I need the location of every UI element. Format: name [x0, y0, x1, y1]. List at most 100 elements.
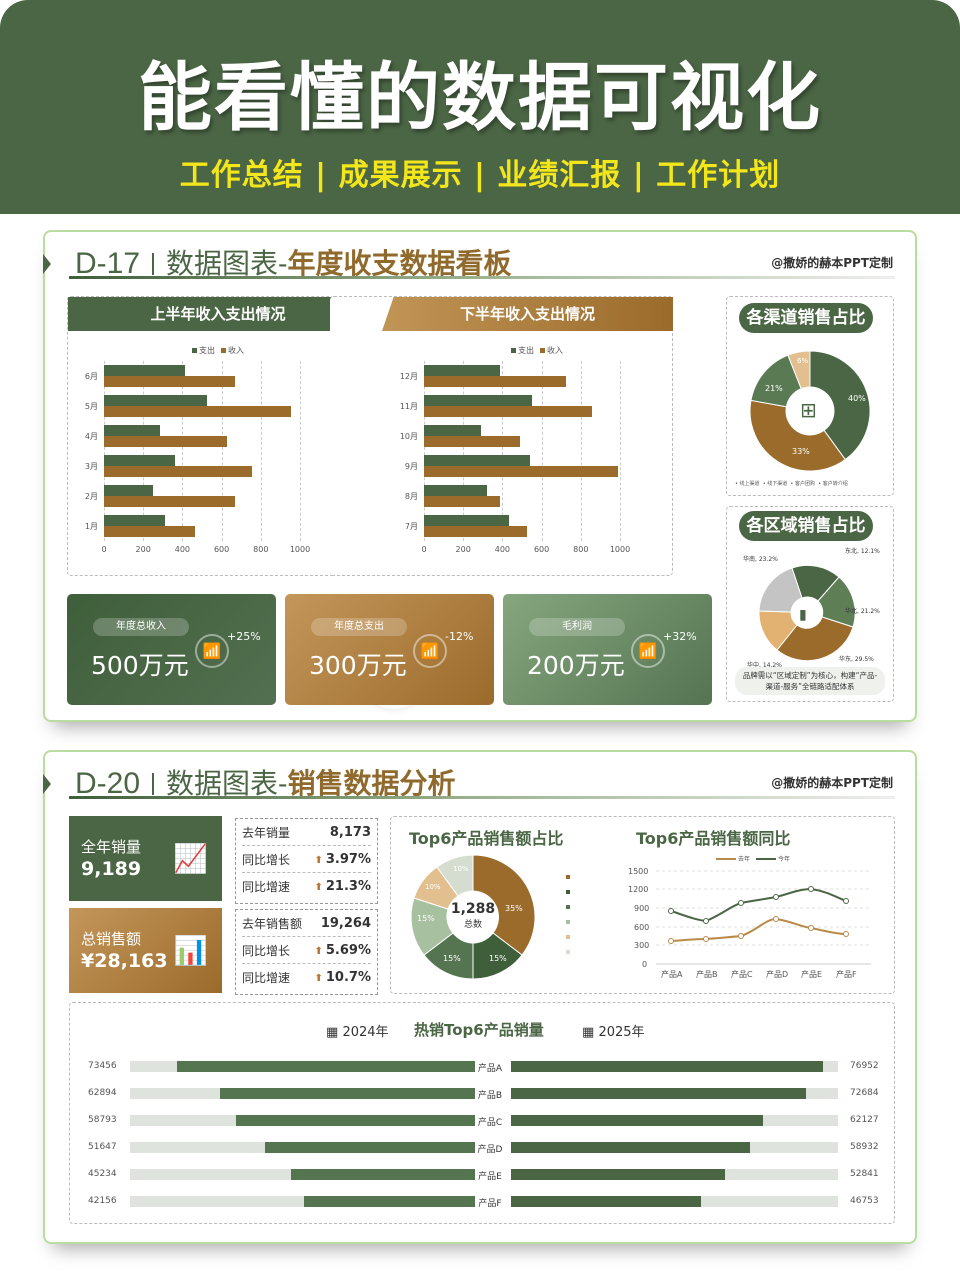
svg-text:今年: 今年 — [778, 855, 790, 863]
bar-2025 — [511, 1196, 701, 1207]
bar-2024 — [291, 1169, 475, 1180]
y-axis-label: 11月 — [399, 402, 418, 411]
top6-charts-box: Top6产品销售额占比 35% 15% 15% 15% 10% 10% 1,28… — [390, 816, 895, 994]
bar-income — [104, 496, 236, 507]
channel-share-chart: 各渠道销售占比 40% 33% 21% 6% ⊞ • 线上渠道 • 线下渠道 •… — [726, 296, 894, 496]
svg-text:600: 600 — [634, 923, 649, 932]
hero-subtitle: 工作总结 | 成果展示 | 业绩汇报 | 工作计划 — [179, 158, 781, 193]
svg-text:10%: 10% — [453, 865, 469, 873]
bar-2025 — [511, 1115, 764, 1126]
svg-text:0: 0 — [642, 960, 647, 969]
bar-expense — [424, 455, 530, 466]
svg-text:产品E: 产品E — [801, 969, 822, 979]
y-axis-label: 1月 — [84, 522, 98, 531]
svg-text:华北, 21.2%: 华北, 21.2% — [845, 607, 880, 615]
butterfly-title: 热销Top6产品销量 — [414, 1021, 544, 1039]
svg-text:产品D: 产品D — [766, 969, 788, 979]
volume-stats-table: 去年销量 8,173 同比增长 ⬆ 3.97% 同比增速 ⬆ 21.3% — [235, 818, 378, 904]
growth-chart-icon: 📶 — [413, 634, 447, 668]
y-axis-label: 2月 — [84, 492, 98, 501]
panel-title: D-20 数据图表-销售数据分析 — [75, 767, 456, 800]
product-label: 产品D — [477, 1145, 503, 1155]
top6-line-chart: 去年 今年 1500 1200 900 600 300 0 产品A 产品B 产品C 产品D 产品E… — [628, 855, 871, 979]
panel-sales-analysis: D-20 数据图表-销售数据分析 @撒娇的赫本PPT定制 全年销量 9,189 📈… — [43, 750, 917, 1244]
bar-income — [104, 526, 196, 537]
top6-donut: 35% 15% 15% 15% 10% 10% — [410, 854, 536, 980]
h2-chart-title: 下半年收入支出情况 — [382, 297, 673, 331]
bar-expense — [104, 515, 165, 526]
credit-text: @撒娇的赫本PPT定制 — [771, 776, 893, 790]
region-chart-title: 各区域销售占比 — [739, 511, 873, 541]
arrow-marker-icon — [43, 774, 51, 794]
year-2025-label: ▦ 2025年 — [582, 1025, 645, 1040]
bar-2025 — [511, 1088, 806, 1099]
chart-legend: 支出 收入 — [186, 345, 244, 356]
product-label: 产品F — [478, 1199, 502, 1209]
up-arrow-icon: ⬆ — [314, 854, 323, 866]
up-arrow-icon: ⬆ — [314, 882, 323, 893]
y-axis-label: 12月 — [399, 372, 418, 381]
product-label: 产品C — [477, 1118, 503, 1128]
svg-text:15%: 15% — [489, 954, 507, 963]
svg-text:40%: 40% — [848, 394, 866, 403]
y-axis-label: 6月 — [84, 372, 98, 381]
org-chart-icon: ⊞ — [800, 398, 817, 422]
bar-2025 — [511, 1169, 726, 1180]
growth-chart-icon: 📶 — [631, 634, 665, 668]
donut-title: Top6产品销售额占比 — [409, 829, 564, 848]
donut-center: 1,288 总数 — [450, 901, 496, 930]
region-note: 品牌需以“区域定制”为核心，构建“产品-渠道-服务”全链路适配体系 — [735, 667, 885, 695]
sales-stats-table: 去年销售额 19,264 同比增长 ⬆ 5.69% 同比增速 ⬆ 10.7% — [235, 909, 378, 995]
bar-income — [104, 466, 252, 477]
svg-text:产品A: 产品A — [661, 969, 683, 979]
y-axis-label: 5月 — [84, 402, 98, 411]
svg-text:15%: 15% — [417, 914, 435, 923]
stat-total-sales: 总销售额 ¥28,163 📊 — [69, 908, 222, 993]
up-arrow-icon: ⬆ — [314, 945, 323, 957]
year-2024-label: ▦ 2024年 — [326, 1025, 389, 1040]
calendar-icon: ▦ — [326, 1025, 339, 1040]
svg-text:华南, 23.2%: 华南, 23.2% — [743, 555, 778, 563]
region-donut: ▮ 东北, 12.1% 华北, 21.2% 华东, 29.5% 华中, 14.2… — [743, 547, 880, 669]
svg-text:21%: 21% — [765, 384, 783, 393]
h1-chart-title: 上半年收入支出情况 — [68, 297, 368, 331]
bar-expense — [424, 395, 532, 406]
y-axis-label: 4月 — [84, 432, 98, 441]
title-underline — [69, 796, 895, 799]
credit-text: @撒娇的赫本PPT定制 — [771, 256, 893, 270]
y-axis-label: 3月 — [84, 462, 98, 471]
h1-plot: 0 200 400 600 800 1000 1月 2月 3月 4月 5月 6月 — [85, 361, 310, 554]
title-underline — [69, 276, 895, 279]
h1-chart: 上半年收入支出情况 支出 收入 0 200 400 600 800 1000 1月 2月 3月 4月… — [67, 296, 368, 576]
svg-text:10%: 10% — [425, 883, 441, 891]
stat-row: 同比增速 ⬆ 10.7% — [242, 970, 371, 985]
panel-annual-dashboard: D-17 数据图表-年度收支数据看板 @撒娇的赫本PPT定制 上半年收入支出情况 … — [43, 230, 917, 722]
bar-income — [424, 406, 592, 417]
svg-text:1500: 1500 — [628, 867, 648, 876]
bar-expense — [424, 515, 510, 526]
bar-income — [424, 496, 501, 507]
region-share-chart: 各区域销售占比 ▮ 东北, 12.1% 华北, 21.2% 华东, 29.5% … — [726, 506, 894, 702]
y-axis-label: 9月 — [404, 462, 418, 471]
y-axis-label: 8月 — [404, 492, 418, 501]
channel-chart-title: 各渠道销售占比 — [739, 303, 873, 333]
hero-title: 能看懂的数据可视化 — [138, 55, 822, 141]
product-label: 产品B — [477, 1091, 503, 1101]
bar-chart-coin-icon: ▮ — [799, 607, 807, 623]
svg-text:华中, 14.2%: 华中, 14.2% — [747, 661, 782, 669]
product-label: 产品E — [478, 1172, 502, 1182]
bar-expense — [104, 455, 175, 466]
h2-chart: 下半年收入支出情况 支出 收入 0 200 400 600 800 1000 7月 8月 9月 10… — [330, 296, 673, 576]
bar-expense — [424, 365, 501, 376]
bar-income — [424, 466, 619, 477]
bar-income — [424, 526, 527, 537]
top6-volume-chart: ▦ 2024年 热销Top6产品销量 ▦ 2025年 73456 76952 产品A… — [69, 1002, 895, 1224]
bar-2024 — [219, 1088, 475, 1099]
stat-row: 同比增速 ⬆ 21.3% — [242, 879, 371, 894]
channel-legend: • 线上渠道 • 线下渠道 • 客户团购 • 客户转介绍 — [735, 481, 848, 487]
bar-expense — [104, 365, 186, 376]
svg-text:产品C: 产品C — [731, 969, 753, 979]
bar-income — [424, 436, 521, 447]
bar-expense — [104, 485, 153, 496]
svg-text:15%: 15% — [443, 954, 461, 963]
